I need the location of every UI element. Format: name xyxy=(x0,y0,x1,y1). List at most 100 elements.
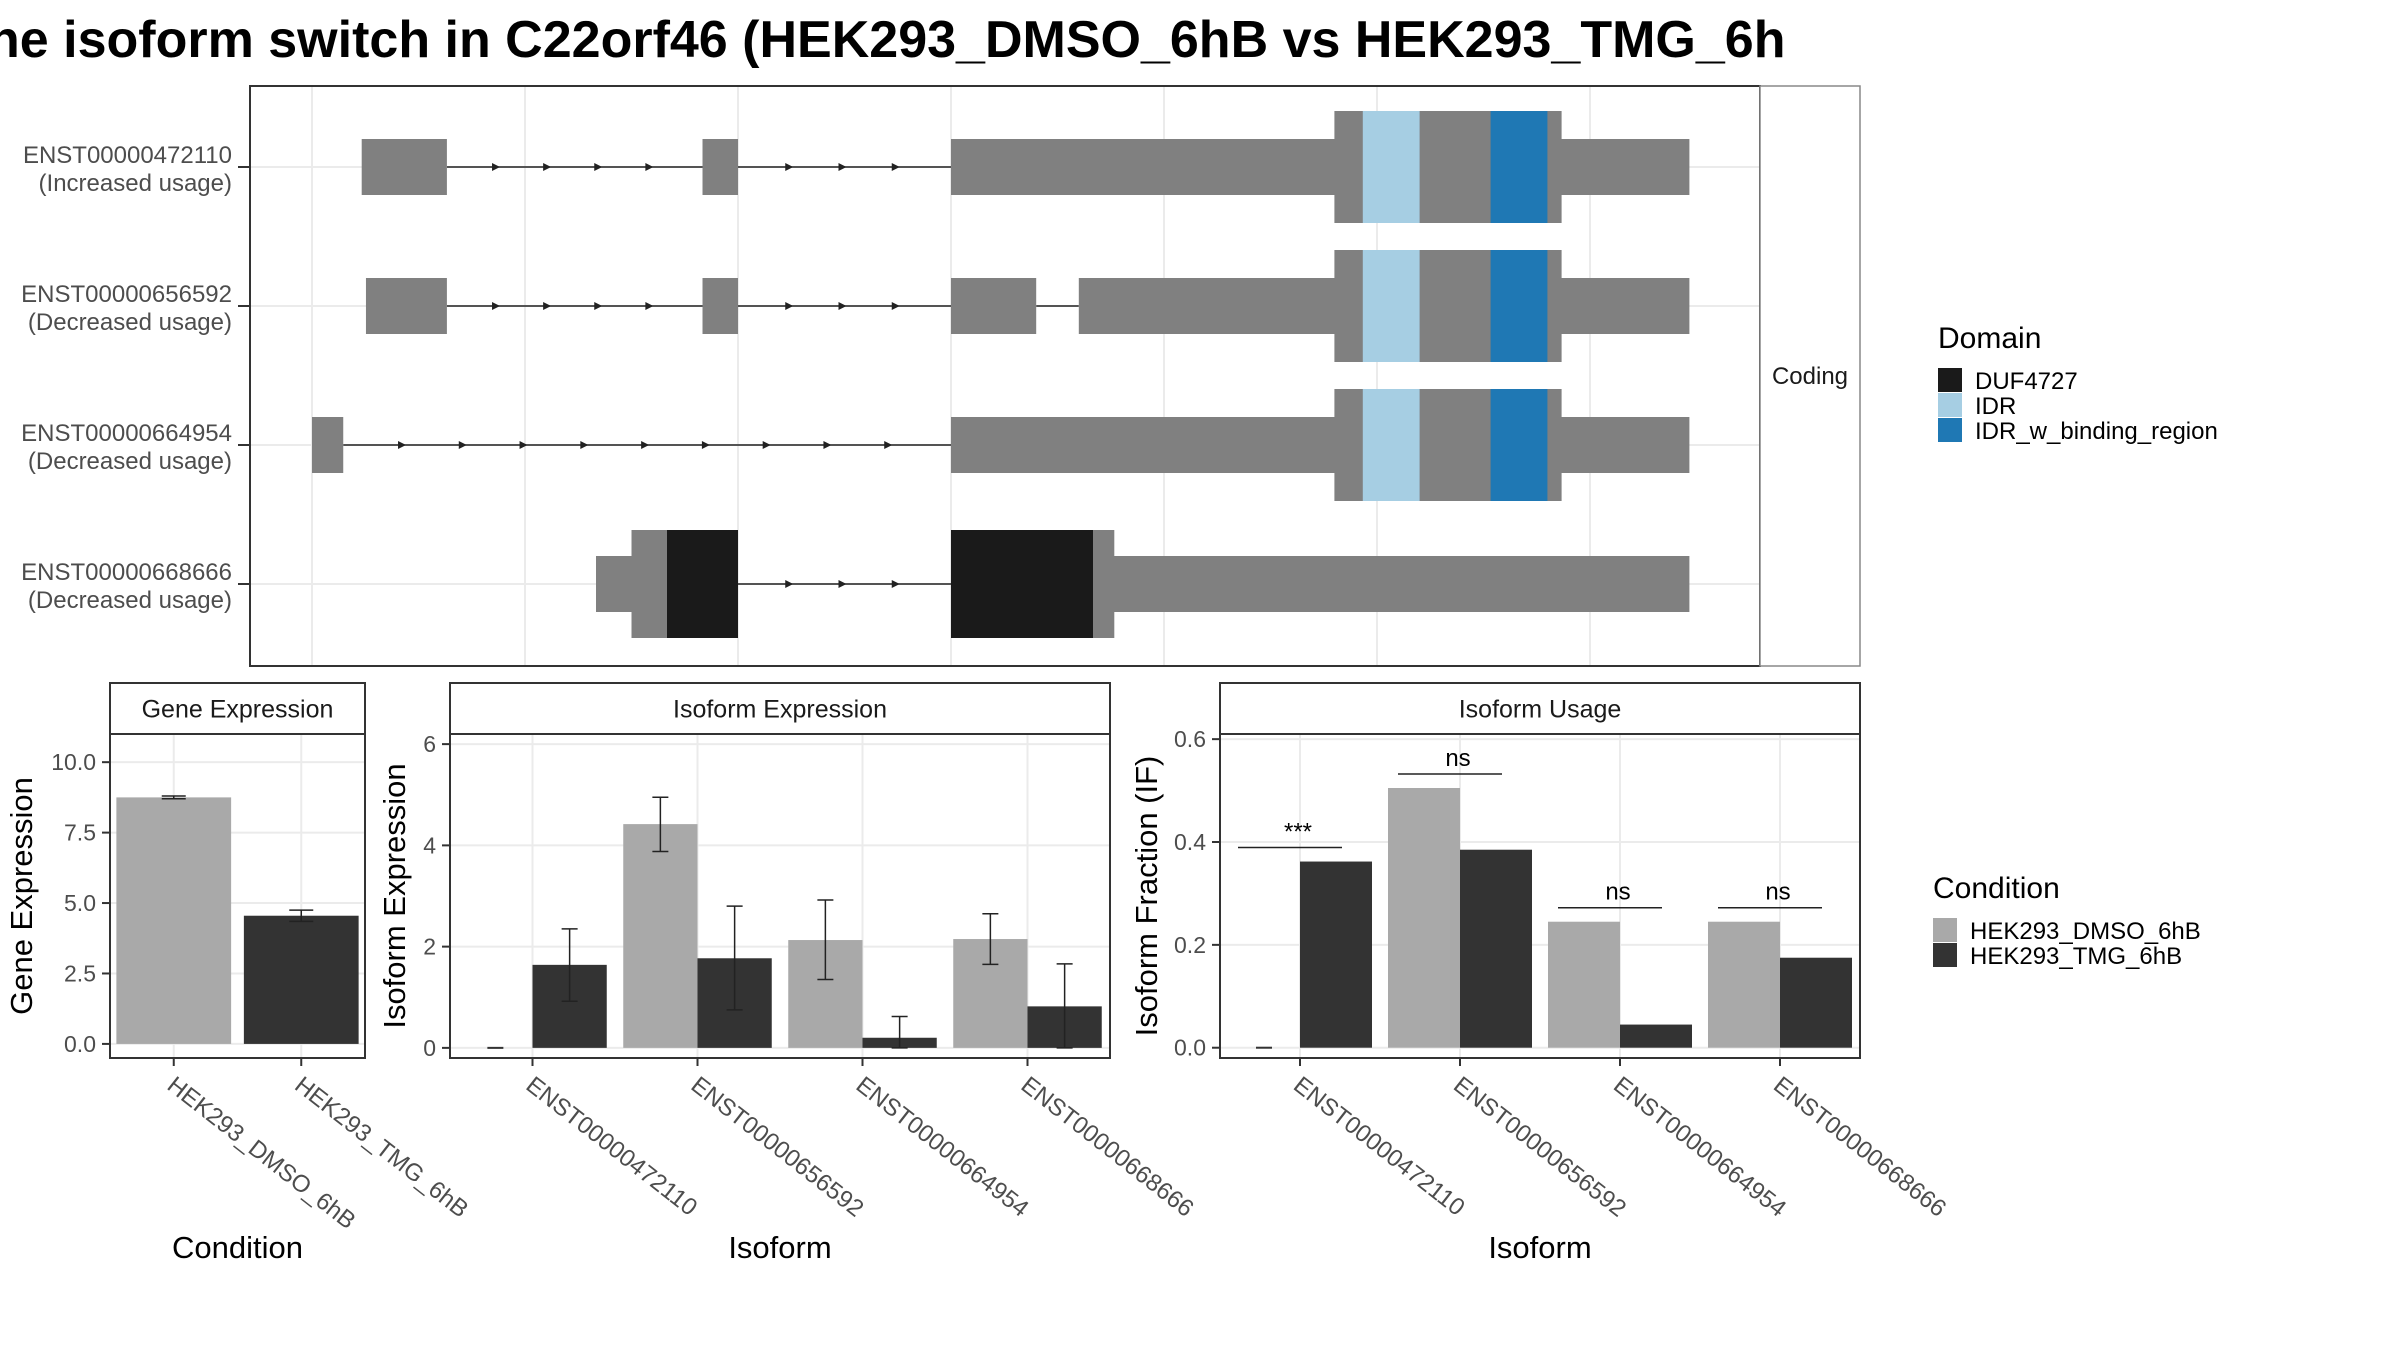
x-tick-label: ENST00000472110 xyxy=(1288,1071,1469,1221)
intron-arrow xyxy=(594,163,603,171)
y-axis-title: Isoform Fraction (IF) xyxy=(1129,756,1164,1037)
bar xyxy=(1780,957,1852,1048)
y-tick-label: 2.5 xyxy=(64,960,96,986)
x-axis-title: Condition xyxy=(172,1230,303,1265)
significance-label: ns xyxy=(1765,879,1790,906)
chart-title: ne isoform switch in C22orf46 (HEK293_DM… xyxy=(0,11,1785,69)
legend-swatch xyxy=(1938,393,1962,417)
legend-entry: IDR xyxy=(1975,393,2016,420)
legend-title-domain: Domain xyxy=(1938,322,2041,355)
legend-swatch xyxy=(1938,418,1962,442)
y-tick-label: 4 xyxy=(423,832,436,858)
y-tick-label: 0.6 xyxy=(1174,726,1206,752)
domain-block xyxy=(951,530,1093,638)
y-tick-label: 10.0 xyxy=(51,749,96,775)
bar xyxy=(623,824,698,1048)
intron-arrow xyxy=(785,302,794,310)
significance-label: ns xyxy=(1445,745,1470,772)
legend-entry: HEK293_DMSO_6hB xyxy=(1970,918,2201,945)
exon xyxy=(702,139,738,195)
isoform-track xyxy=(361,111,1690,223)
bar xyxy=(1300,861,1372,1048)
isoform-usage-label: (Decreased usage) xyxy=(28,587,232,614)
intron-arrow xyxy=(594,302,603,310)
domain-block xyxy=(1490,111,1548,223)
x-tick-label: ENST00000656592 xyxy=(686,1071,869,1222)
intron-arrow xyxy=(458,441,467,449)
intron-arrow xyxy=(641,441,650,449)
bar xyxy=(1388,788,1460,1048)
bar xyxy=(1708,921,1780,1048)
domain-block xyxy=(1362,250,1420,362)
x-tick-label: ENST00000664954 xyxy=(851,1071,1034,1222)
y-tick-label: 0.0 xyxy=(64,1031,96,1057)
isoform-track xyxy=(365,250,1690,362)
intron-arrow xyxy=(785,580,794,588)
isoform-label: ENST00000472110 xyxy=(23,142,232,169)
intron-arrow xyxy=(492,302,501,310)
intron-arrow xyxy=(891,302,900,310)
strip-label: Gene Expression xyxy=(142,696,334,724)
bar xyxy=(1620,1024,1692,1048)
chart-title-area: ne isoform switch in C22orf46 (HEK293_DM… xyxy=(0,11,1785,69)
intron-arrow xyxy=(884,441,893,449)
intron-arrow xyxy=(785,163,794,171)
x-tick-label: ENST00000656592 xyxy=(1448,1071,1631,1222)
x-axis-title: Isoform xyxy=(1488,1230,1591,1265)
x-tick-label: ENST00000668666 xyxy=(1016,1071,1199,1222)
y-axis-title: Gene Expression xyxy=(4,777,39,1015)
intron-arrow xyxy=(701,441,710,449)
legend-swatch xyxy=(1933,918,1957,942)
domain-block xyxy=(1362,111,1420,223)
strip-label: Isoform Usage xyxy=(1459,696,1622,724)
legend-swatch xyxy=(1933,943,1957,967)
x-tick-label: ENST00000472110 xyxy=(521,1071,702,1221)
isoform-usage-label: (Decreased usage) xyxy=(28,309,232,336)
domain-block xyxy=(1490,389,1548,501)
intron-arrow xyxy=(838,580,847,588)
intron-arrow xyxy=(891,580,900,588)
legend-entry: IDR_w_binding_region xyxy=(1975,418,2218,445)
intron-arrow xyxy=(645,163,654,171)
exon xyxy=(312,417,344,473)
intron-arrow xyxy=(580,441,589,449)
exon xyxy=(365,278,447,334)
facet-strip xyxy=(1759,85,1861,667)
isoform-track xyxy=(312,389,1690,501)
exon xyxy=(951,278,1037,334)
x-tick-label: ENST00000668666 xyxy=(1768,1071,1951,1222)
y-tick-label: 0.2 xyxy=(1174,932,1206,958)
bar xyxy=(1548,921,1620,1048)
legend-swatch xyxy=(1938,368,1962,392)
domain-block xyxy=(1490,250,1548,362)
y-tick-label: 6 xyxy=(423,731,436,757)
exon xyxy=(951,139,1690,195)
intron-arrow xyxy=(519,441,528,449)
y-tick-label: 0.0 xyxy=(1174,1035,1206,1061)
intron-arrow xyxy=(645,302,654,310)
isoform-usage-label: (Increased usage) xyxy=(39,170,232,197)
bar xyxy=(1460,849,1532,1048)
x-tick-label: ENST00000664954 xyxy=(1608,1071,1791,1222)
bar xyxy=(116,797,232,1044)
facet-strip xyxy=(109,682,366,735)
legend-entry: HEK293_TMG_6hB xyxy=(1970,943,2182,970)
isoform-track xyxy=(596,530,1690,638)
isoform-label: ENST00000656592 xyxy=(21,281,232,308)
domain-block xyxy=(1362,389,1420,501)
intron-arrow xyxy=(543,302,552,310)
exon xyxy=(702,278,738,334)
x-axis-title: Isoform xyxy=(728,1230,831,1265)
isoform-label: ENST00000664954 xyxy=(21,420,232,447)
panel-border xyxy=(109,733,366,1059)
legend-entry: DUF4727 xyxy=(1975,368,2078,395)
significance-label: ns xyxy=(1605,879,1630,906)
exon xyxy=(951,417,1690,473)
strip-label-coding: Coding xyxy=(1772,363,1848,390)
significance-label: *** xyxy=(1284,819,1312,846)
intron-arrow xyxy=(823,441,832,449)
isoform-label: ENST00000668666 xyxy=(21,559,232,586)
intron-arrow xyxy=(891,163,900,171)
intron-arrow xyxy=(838,163,847,171)
